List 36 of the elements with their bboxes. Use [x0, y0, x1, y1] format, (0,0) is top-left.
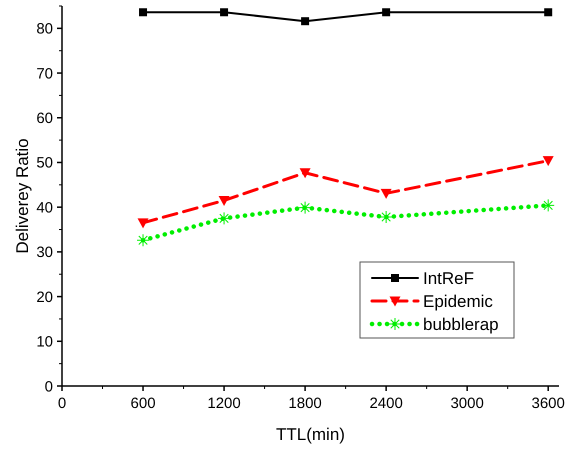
point: [218, 212, 231, 225]
point: [380, 210, 393, 224]
y-tick-label: 70: [36, 65, 53, 82]
point: [542, 156, 554, 166]
y-tick-label: 50: [36, 154, 53, 172]
x-tick-label: 600: [130, 395, 156, 412]
point: [300, 168, 311, 178]
point: [380, 188, 392, 199]
point: [138, 218, 149, 228]
legend-label: bubblerap: [423, 314, 499, 334]
x-tick-label: 1800: [288, 395, 322, 412]
y-tick-label: 80: [36, 20, 53, 38]
point: [218, 196, 230, 206]
y-tick-label: 30: [36, 244, 53, 262]
x-tick-label: 2400: [369, 395, 403, 412]
x-tick-label: 3600: [532, 395, 565, 412]
y-tick-label: 10: [36, 334, 53, 351]
x-tick-label: 1200: [207, 395, 241, 412]
point: [382, 8, 390, 16]
point: [298, 201, 312, 214]
y-tick-label: 20: [36, 288, 53, 306]
point: [220, 8, 228, 16]
x-tick-label: 0: [58, 395, 66, 412]
legend-label: Epidemic: [423, 292, 494, 311]
point: [542, 198, 555, 212]
point: [301, 17, 310, 26]
point: [139, 8, 148, 16]
point: [136, 234, 150, 247]
y-tick-label: 40: [36, 199, 53, 216]
y-tick-label: 0: [44, 378, 53, 396]
y-tick-label: 60: [36, 110, 53, 128]
point: [544, 8, 552, 16]
y-axis-title: Deliverey Ratio: [13, 138, 32, 254]
legend-label: IntReF: [423, 268, 474, 288]
x-axis-title: TTL(min): [276, 425, 345, 444]
x-tick-label: 3000: [450, 395, 484, 412]
